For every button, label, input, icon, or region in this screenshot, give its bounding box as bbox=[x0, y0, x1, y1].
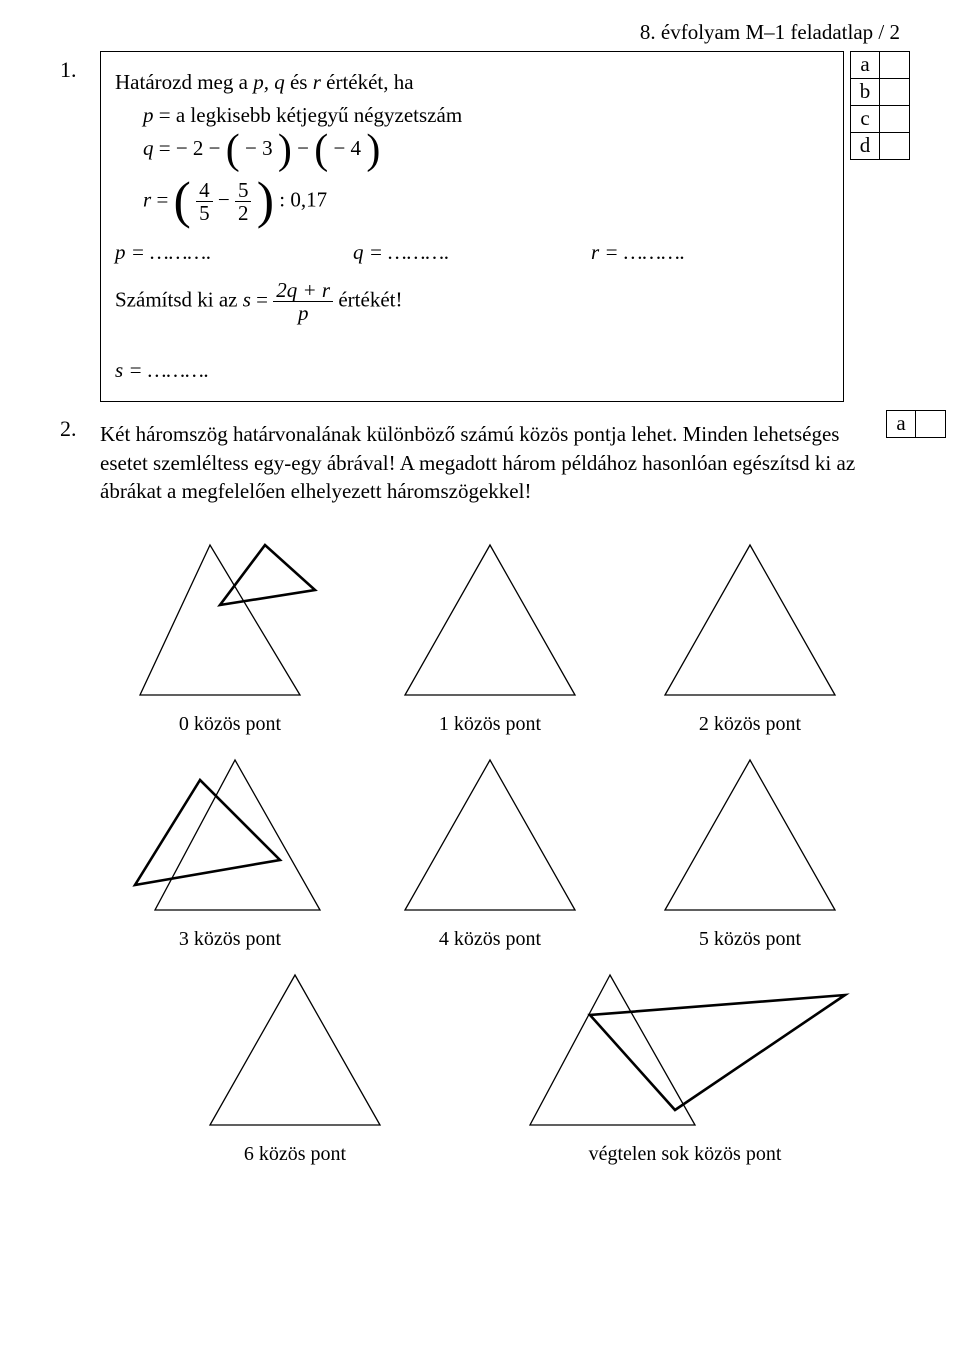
t1-p-sym: p bbox=[143, 103, 154, 127]
q-blank[interactable]: q = ………. bbox=[353, 240, 591, 265]
rparen-big: ) bbox=[257, 173, 274, 230]
fig-row-2: 3 közös pont 4 közös pont 5 közös pont bbox=[100, 750, 880, 951]
t1-q-eq: = − 2 − bbox=[159, 136, 226, 160]
grade-b: b bbox=[851, 79, 880, 105]
t1-intro-mid: és bbox=[290, 70, 313, 94]
fig-6: 6 közös pont bbox=[115, 965, 475, 1166]
t1-s-post: értékét! bbox=[338, 287, 402, 311]
task-1: 1. Határozd meg a p, q és r értékét, ha … bbox=[60, 51, 910, 402]
task1-grade-col: a b c d bbox=[850, 51, 910, 159]
t1-intro-r: r bbox=[313, 70, 321, 94]
t1-q-mid: − bbox=[297, 136, 314, 160]
rparen-2: ) bbox=[366, 127, 380, 173]
task2-grade-col: a bbox=[886, 410, 946, 437]
task-2-body: Két háromszög határvonalának különböző s… bbox=[100, 410, 880, 1180]
t1-intro-vars: p, q bbox=[253, 70, 285, 94]
t1-s-def: Számítsd ki az s = 2q + r p értékét! bbox=[115, 279, 829, 324]
figures: 0 közös pont 1 közös pont 2 közös pont bbox=[100, 535, 880, 1166]
cap-1: 1 közös pont bbox=[360, 713, 620, 736]
t1-s-sym: s bbox=[243, 287, 251, 311]
grade-cell[interactable]: a bbox=[850, 51, 910, 79]
s-num: 2q + r bbox=[273, 279, 333, 302]
frac-4-5: 4 5 bbox=[196, 179, 213, 224]
task1-intro: Határozd meg a p, q és r értékét, ha bbox=[115, 70, 829, 95]
lparen-1: ( bbox=[226, 127, 240, 173]
cap-6: 6 közös pont bbox=[115, 1143, 475, 1166]
grade-cell[interactable]: c bbox=[850, 105, 910, 133]
fig-3: 3 közös pont bbox=[100, 750, 360, 951]
grade-a2: a bbox=[887, 411, 916, 437]
s-blank[interactable]: s = ………. bbox=[115, 358, 829, 383]
task-2-number: 2. bbox=[60, 410, 100, 442]
frac2-den: 2 bbox=[235, 202, 252, 224]
s-den: p bbox=[273, 302, 333, 324]
rparen-1: ) bbox=[278, 127, 292, 173]
frac-s: 2q + r p bbox=[273, 279, 333, 324]
frac1-den: 5 bbox=[196, 202, 213, 224]
cap-3: 3 közös pont bbox=[100, 928, 360, 951]
t1-r-eq: = bbox=[156, 187, 173, 211]
t1-q-sym: q bbox=[143, 136, 154, 160]
fig-row-3: 6 közös pont végtelen sok közös pont bbox=[100, 965, 880, 1166]
t1-s-pre: Számítsd ki az bbox=[115, 287, 243, 311]
t1-r-sym: r bbox=[143, 187, 151, 211]
t1-p-text: = a legkisebb kétjegyű négyzetszám bbox=[159, 103, 462, 127]
task-1-number: 1. bbox=[60, 51, 100, 83]
t1-r-minus: − bbox=[218, 187, 235, 211]
grade-cell[interactable]: b bbox=[850, 78, 910, 106]
cap-5: 5 közös pont bbox=[620, 928, 880, 951]
fig-row-1: 0 közös pont 1 közös pont 2 közös pont bbox=[100, 535, 880, 736]
fig-1: 1 közös pont bbox=[360, 535, 620, 736]
fig-2: 2 közös pont bbox=[620, 535, 880, 736]
fig-5: 5 közös pont bbox=[620, 750, 880, 951]
p-blank[interactable]: p = ………. bbox=[115, 240, 353, 265]
grade-cell[interactable]: a bbox=[886, 410, 946, 438]
task2-text: Két háromszög határvonalának különböző s… bbox=[100, 420, 880, 505]
grade-cell[interactable]: d bbox=[850, 132, 910, 160]
lparen-big: ( bbox=[174, 173, 191, 230]
t1-s-eq: = bbox=[256, 287, 273, 311]
fig-inf: végtelen sok közös pont bbox=[505, 965, 865, 1166]
page-header: 8. évfolyam M–1 feladatlap / 2 bbox=[60, 20, 910, 45]
t1-intro-post: értékét, ha bbox=[326, 70, 413, 94]
frac-5-2: 5 2 bbox=[235, 179, 252, 224]
t1-r-def: r = ( 4 5 − 5 2 ) : 0,17 bbox=[115, 179, 829, 224]
task-2: 2. Két háromszög határvonalának különböz… bbox=[60, 410, 910, 1180]
cap-inf: végtelen sok közös pont bbox=[505, 1143, 865, 1166]
t1-q-p1: − 3 bbox=[245, 136, 273, 160]
frac1-num: 4 bbox=[196, 179, 213, 202]
t1-intro-pre: Határozd meg a bbox=[115, 70, 253, 94]
frac2-num: 5 bbox=[235, 179, 252, 202]
cap-4: 4 közös pont bbox=[360, 928, 620, 951]
t1-q-def: q = − 2 − ( − 3 ) − ( − 4 ) bbox=[115, 136, 829, 161]
r-blank[interactable]: r = ………. bbox=[591, 240, 829, 265]
pqr-blanks: p = ………. q = ………. r = ………. bbox=[115, 240, 829, 265]
t1-q-p2: − 4 bbox=[333, 136, 361, 160]
t1-r-tail: : 0,17 bbox=[279, 187, 327, 211]
grade-d: d bbox=[851, 133, 880, 159]
lparen-2: ( bbox=[314, 127, 328, 173]
cap-0: 0 közös pont bbox=[100, 713, 360, 736]
t1-p-def: p = a legkisebb kétjegyű négyzetszám bbox=[115, 103, 829, 128]
cap-2: 2 közös pont bbox=[620, 713, 880, 736]
grade-a: a bbox=[851, 52, 880, 78]
task-1-body: Határozd meg a p, q és r értékét, ha p =… bbox=[100, 51, 844, 402]
fig-0: 0 közös pont bbox=[100, 535, 360, 736]
fig-4: 4 közös pont bbox=[360, 750, 620, 951]
grade-c: c bbox=[851, 106, 880, 132]
